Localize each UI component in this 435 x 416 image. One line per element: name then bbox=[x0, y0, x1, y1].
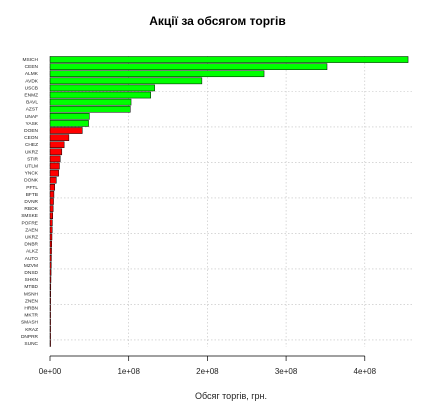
category-label: HRBN bbox=[24, 305, 38, 311]
bar bbox=[49, 325, 51, 333]
category-label: KRAZ bbox=[25, 327, 38, 333]
bar bbox=[49, 56, 409, 63]
bar bbox=[49, 176, 57, 184]
category-label: ALKZ bbox=[26, 249, 38, 255]
bar bbox=[49, 205, 54, 212]
category-label: MZVM bbox=[24, 263, 38, 269]
category-label: USCB bbox=[25, 85, 38, 91]
bar bbox=[49, 191, 55, 198]
category-label: SMSKE bbox=[21, 213, 38, 219]
x-axis-title: Обсяг торгів, грн. bbox=[194, 391, 268, 401]
x-tick-label: 0e+00 bbox=[39, 367, 62, 376]
category-label: DNBR bbox=[24, 242, 38, 248]
category-label: UKRZ bbox=[25, 234, 38, 240]
bar bbox=[49, 98, 132, 106]
category-label: UNAF bbox=[25, 114, 38, 120]
bar bbox=[49, 247, 52, 255]
x-tick-label: 3e+08 bbox=[275, 367, 298, 376]
bar bbox=[49, 333, 51, 340]
bar-layer bbox=[49, 56, 409, 347]
bar bbox=[49, 155, 61, 163]
bar bbox=[49, 198, 54, 205]
category-label: PFTL bbox=[26, 185, 38, 191]
category-label: UTLM bbox=[25, 164, 38, 170]
bar bbox=[49, 127, 83, 134]
bar bbox=[49, 113, 90, 120]
category-label: UKRZ bbox=[25, 149, 38, 155]
bar bbox=[49, 318, 51, 326]
category-label: ALMK bbox=[25, 71, 39, 77]
category-label: POFRE bbox=[21, 220, 38, 226]
category-label: DNSD bbox=[24, 270, 38, 276]
category-label: MKTR bbox=[24, 313, 38, 319]
bar bbox=[49, 212, 54, 219]
category-label: YNCK bbox=[25, 171, 39, 177]
category-label: DVNR bbox=[24, 199, 38, 205]
category-label: DOEN bbox=[24, 128, 38, 134]
category-label: CEEN bbox=[25, 64, 39, 70]
x-tick-label: 2e+08 bbox=[196, 367, 219, 376]
bar bbox=[49, 219, 53, 227]
bar bbox=[49, 105, 131, 113]
bar bbox=[49, 134, 70, 141]
bar bbox=[49, 276, 52, 283]
category-label: ZAEN bbox=[25, 227, 38, 233]
bar bbox=[49, 141, 65, 149]
bar bbox=[49, 148, 63, 156]
category-label: MSICH bbox=[23, 57, 39, 63]
category-label: ZNEN bbox=[25, 298, 39, 304]
grid-layer bbox=[49, 56, 412, 347]
bar bbox=[49, 311, 51, 319]
bar bbox=[49, 290, 51, 298]
category-label: MTBD bbox=[24, 284, 38, 290]
bar bbox=[49, 162, 60, 170]
x-tick-label: 1e+08 bbox=[117, 367, 140, 376]
category-label: CHEZ bbox=[25, 142, 38, 148]
category-label: ENMZ bbox=[24, 93, 38, 99]
category-label: AUTO bbox=[25, 256, 39, 262]
bar bbox=[49, 240, 52, 248]
category-label: STIR bbox=[27, 156, 38, 162]
category-label: BAVL bbox=[26, 100, 38, 106]
category-label: DNPRR bbox=[21, 334, 39, 340]
bar bbox=[49, 226, 53, 234]
bar bbox=[49, 184, 55, 191]
category-label: SUNC bbox=[24, 341, 38, 347]
bar bbox=[49, 233, 53, 241]
chart-title: Акції за обсягом торгів bbox=[149, 14, 286, 28]
bar bbox=[49, 340, 51, 347]
category-label: YASK bbox=[26, 121, 39, 127]
bar bbox=[49, 91, 151, 99]
bar bbox=[49, 254, 52, 262]
bar bbox=[49, 84, 155, 92]
bar bbox=[49, 297, 51, 305]
category-label: AVDK bbox=[25, 78, 39, 84]
category-label: SMASH bbox=[21, 320, 39, 326]
bar bbox=[49, 169, 59, 177]
x-tick-label: 4e+08 bbox=[354, 367, 377, 376]
category-label: CEON bbox=[24, 135, 38, 141]
bar bbox=[49, 269, 52, 276]
bar bbox=[49, 120, 89, 127]
bar bbox=[49, 70, 265, 78]
bar bbox=[49, 304, 51, 312]
category-label: MSNH bbox=[24, 291, 39, 297]
category-label: BFTB bbox=[26, 192, 38, 198]
category-label: SHKN bbox=[25, 277, 39, 283]
category-label: DONK bbox=[24, 178, 39, 184]
bar bbox=[49, 283, 52, 290]
bar bbox=[49, 63, 328, 70]
category-label: AZST bbox=[26, 107, 38, 113]
bar bbox=[49, 262, 52, 269]
bar bbox=[49, 77, 203, 85]
category-label: RBOK bbox=[24, 206, 38, 212]
